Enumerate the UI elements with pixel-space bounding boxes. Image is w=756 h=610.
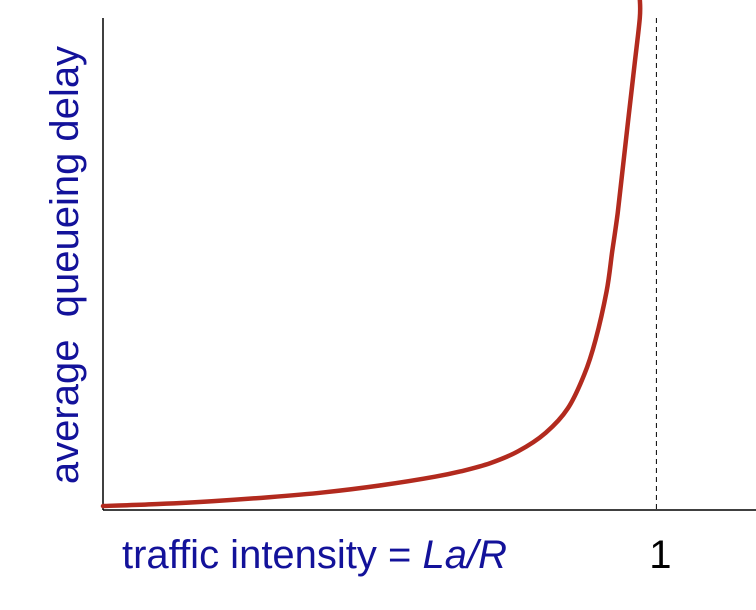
x-tick-label: 1 <box>649 533 671 577</box>
x-axis-label: traffic intensity = La/R <box>122 533 507 577</box>
x-axis-label-prefix: traffic intensity = <box>122 533 423 577</box>
y-axis-label: average queueing delay <box>43 46 87 484</box>
series-line <box>100 0 643 509</box>
x-axis-label-formula: La/R <box>423 533 508 577</box>
